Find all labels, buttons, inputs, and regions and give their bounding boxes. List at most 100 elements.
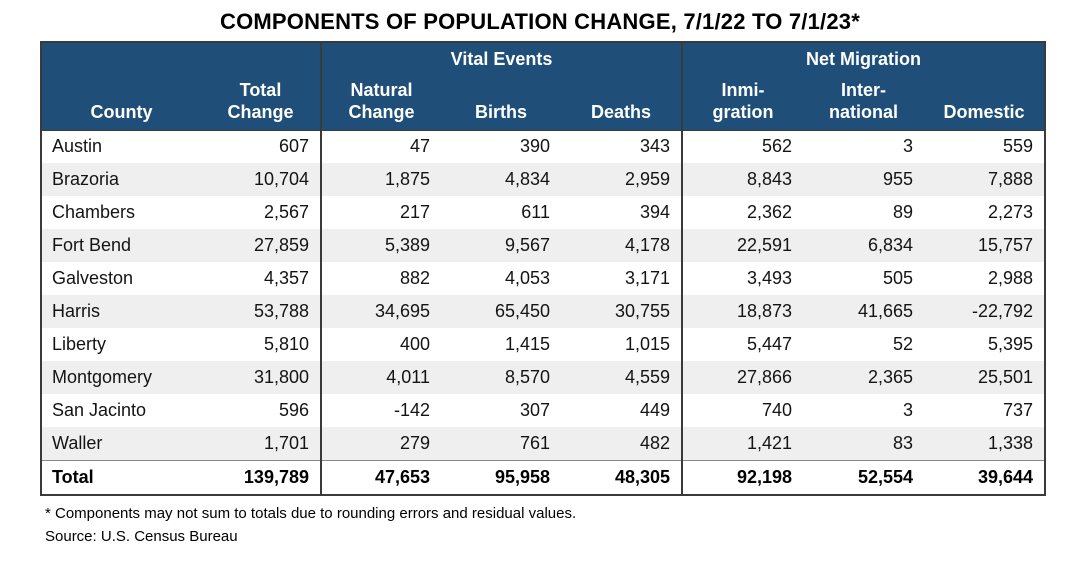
value-cell: 30,755 — [561, 295, 684, 328]
col-header-international: Inter- national — [803, 73, 925, 131]
footnote-asterisk: * Components may not sum to totals due t… — [45, 505, 577, 522]
value-cell: 4,357 — [201, 262, 322, 295]
value-cell: 2,273 — [924, 196, 1046, 229]
value-cell: 47,653 — [321, 459, 441, 495]
value-cell: 18,873 — [682, 295, 804, 328]
value-cell: 34,695 — [321, 295, 441, 328]
value-cell: 89 — [803, 196, 925, 229]
value-cell: 1,015 — [561, 328, 684, 361]
value-cell: 22,591 — [682, 229, 804, 262]
value-cell: 279 — [321, 427, 441, 460]
value-cell: 47 — [321, 130, 441, 163]
value-cell: 8,843 — [682, 163, 804, 196]
col-header-total-change: Total Change — [201, 73, 322, 131]
value-cell: 65,450 — [441, 295, 561, 328]
col-header-natural-change: Natural Change — [321, 73, 441, 131]
value-cell: 2,567 — [201, 196, 322, 229]
value-cell: 27,859 — [201, 229, 322, 262]
value-cell: 307 — [441, 394, 561, 427]
table-row: Harris 53,788 34,695 65,450 30,755 18,873 41,6… — [41, 295, 1046, 328]
value-cell: 9,567 — [441, 229, 561, 262]
value-cell: 505 — [803, 262, 925, 295]
value-cell: 52,554 — [803, 459, 925, 495]
value-cell: 1,875 — [321, 163, 441, 196]
value-cell: 39,644 — [924, 459, 1046, 495]
value-cell: 8,570 — [441, 361, 561, 394]
table-row: Brazoria 10,704 1,875 4,834 2,959 8,843 955 7,8… — [41, 163, 1046, 196]
value-cell: 394 — [561, 196, 684, 229]
table-row: Fort Bend 27,859 5,389 9,567 4,178 22,591 6,83… — [41, 229, 1046, 262]
value-cell: 3 — [803, 394, 925, 427]
value-cell: 41,665 — [803, 295, 925, 328]
county-cell: San Jacinto — [41, 394, 201, 427]
value-cell: 31,800 — [201, 361, 322, 394]
value-cell: 2,988 — [924, 262, 1046, 295]
value-cell: 5,395 — [924, 328, 1046, 361]
net-migration-group-header: Net Migration — [682, 42, 1046, 73]
value-cell: 5,447 — [682, 328, 804, 361]
value-cell: 449 — [561, 394, 684, 427]
table-row: Galveston 4,357 882 4,053 3,171 3,493 505 2,988 — [41, 262, 1046, 295]
col-header-inmigration: Inmi- gration — [682, 73, 804, 131]
value-cell: 1,421 — [682, 427, 804, 460]
table-row: Austin 607 47 390 343 562 3 559 — [41, 130, 1046, 163]
value-cell: 139,789 — [201, 459, 322, 495]
value-cell: 882 — [321, 262, 441, 295]
value-cell: 7,888 — [924, 163, 1046, 196]
col-header-deaths: Deaths — [561, 73, 684, 131]
value-cell: 3,171 — [561, 262, 684, 295]
value-cell: 5,810 — [201, 328, 322, 361]
county-cell: Galveston — [41, 262, 201, 295]
value-cell: 1,338 — [924, 427, 1046, 460]
value-cell: 25,501 — [924, 361, 1046, 394]
page-title: COMPONENTS OF POPULATION CHANGE, 7/1/22 … — [220, 9, 860, 34]
value-cell: 2,362 — [682, 196, 804, 229]
value-cell: 400 — [321, 328, 441, 361]
population-change-table: Vital Events Net Migration County Total … — [40, 41, 1047, 496]
value-cell: 5,389 — [321, 229, 441, 262]
county-group-header — [41, 42, 322, 73]
county-cell: Liberty — [41, 328, 201, 361]
value-cell: 4,053 — [441, 262, 561, 295]
county-cell: Harris — [41, 295, 201, 328]
value-cell: 3,493 — [682, 262, 804, 295]
value-cell: 611 — [441, 196, 561, 229]
col-header-county: County — [41, 73, 201, 131]
value-cell: 4,178 — [561, 229, 684, 262]
value-cell: 607 — [201, 130, 322, 163]
value-cell: 740 — [682, 394, 804, 427]
county-cell: Chambers — [41, 196, 201, 229]
value-cell: 217 — [321, 196, 441, 229]
value-cell: 92,198 — [682, 459, 804, 495]
value-cell: 53,788 — [201, 295, 322, 328]
col-header-domestic: Domestic — [924, 73, 1046, 131]
value-cell: 955 — [803, 163, 925, 196]
value-cell: 83 — [803, 427, 925, 460]
value-cell: 559 — [924, 130, 1046, 163]
footnote-source: Source: U.S. Census Bureau — [45, 528, 238, 545]
value-cell: 1,701 — [201, 427, 322, 460]
value-cell: 10,704 — [201, 163, 322, 196]
value-cell: -22,792 — [924, 295, 1046, 328]
county-cell: Austin — [41, 130, 201, 163]
value-cell: 761 — [441, 427, 561, 460]
county-cell: Total — [41, 459, 201, 495]
table-row: San Jacinto 596 -142 307 449 740 3 737 — [41, 394, 1046, 427]
value-cell: 4,011 — [321, 361, 441, 394]
value-cell: 52 — [803, 328, 925, 361]
county-cell: Fort Bend — [41, 229, 201, 262]
value-cell: 2,365 — [803, 361, 925, 394]
value-cell: 6,834 — [803, 229, 925, 262]
value-cell: 562 — [682, 130, 804, 163]
value-cell: 95,958 — [441, 459, 561, 495]
value-cell: 48,305 — [561, 459, 684, 495]
group-header-row: Vital Events Net Migration — [41, 42, 1046, 73]
county-cell: Brazoria — [41, 163, 201, 196]
value-cell: 482 — [561, 427, 684, 460]
footnotes: * Components may not sum to totals due t… — [45, 502, 1080, 548]
table-row: Liberty 5,810 400 1,415 1,015 5,447 52 5,395 — [41, 328, 1046, 361]
table-header: Vital Events Net Migration County Total … — [41, 42, 1046, 131]
county-cell: Montgomery — [41, 361, 201, 394]
table-row: Chambers 2,567 217 611 394 2,362 89 2,273 — [41, 196, 1046, 229]
value-cell: 27,866 — [682, 361, 804, 394]
